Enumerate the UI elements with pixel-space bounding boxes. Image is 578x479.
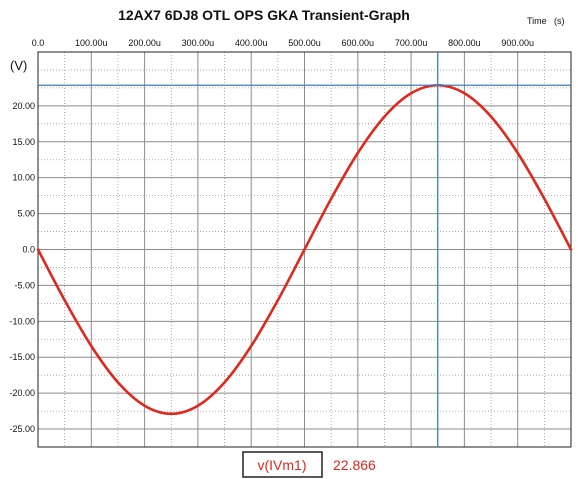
y-tick-label: -15.00 [9,352,35,362]
x-tick-label: 300.00u [182,38,215,48]
x-tick-label: 200.00u [128,38,161,48]
y-tick-label: 5.00 [17,209,35,219]
x-tick-label: 500.00u [288,38,321,48]
y-tick-label: 0.0 [22,245,35,255]
y-tick-label: -10.00 [9,316,35,326]
x-tick-label: 400.00u [235,38,268,48]
tick-labels: 0.0 100.00u 200.00u 300.00u 400.00u 500.00u 60… [9,38,534,434]
x-tick-label: 900.00u [501,38,534,48]
x-tick-label: 800.00u [448,38,481,48]
legend-series-name: v(IVm1) [258,457,307,473]
y-tick-label: -20.00 [9,388,35,398]
legend-box[interactable] [242,451,323,478]
x-tick-label: 700.00u [395,38,428,48]
y-tick-label: 20.00 [12,101,35,111]
y-axis-label: (V) [10,58,27,73]
y-tick-label: -25.00 [9,424,35,434]
y-tick-label: 15.00 [12,137,35,147]
y-tick-label: -5.00 [14,280,35,290]
x-axis-unit: (s) [554,16,565,26]
cursor[interactable] [38,52,571,447]
x-tick-label: 0.0 [32,38,45,48]
x-tick-label: 600.00u [342,38,375,48]
y-tick-label: 10.00 [12,173,35,183]
chart-title: 12AX7 6DJ8 OTL OPS GKA Transient-Graph [118,7,410,23]
x-axis-title: Time [527,16,547,26]
series-line-v-ivm1- [36,83,573,416]
legend-cursor-value: 22.866 [333,457,376,473]
series [36,83,573,416]
x-tick-label: 100.00u [75,38,108,48]
